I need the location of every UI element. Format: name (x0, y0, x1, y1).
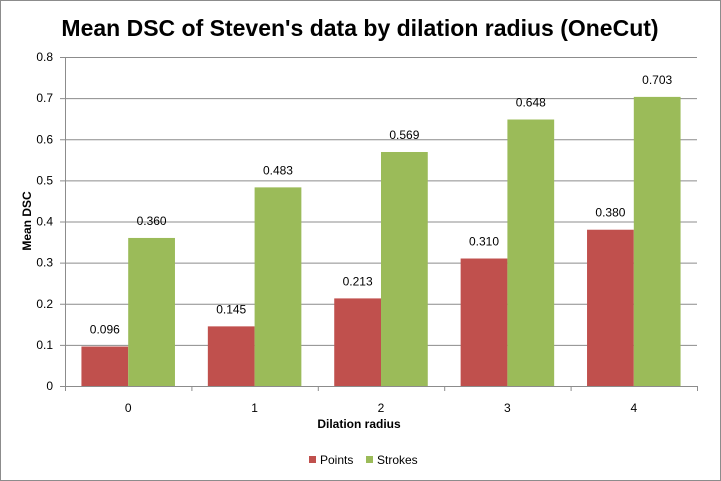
data-label-points-2: 0.213 (343, 274, 373, 288)
bar-strokes-1 (254, 187, 302, 386)
y-axis-title: Mean DSC (20, 191, 34, 251)
chart-title: Mean DSC of Steven's data by dilation ra… (61, 15, 658, 41)
legend-label-points: Points (320, 453, 353, 467)
data-label-points-4: 0.380 (595, 206, 625, 220)
x-tick-label: 1 (251, 401, 258, 415)
x-tick-label: 4 (630, 401, 637, 415)
x-axis-title: Dilation radius (317, 417, 401, 431)
bar-strokes-2 (381, 151, 428, 386)
axes: 0 0.1 0.2 0.3 0.4 0.5 0.6 0.7 0.8 0 1 2 3 4 (36, 50, 698, 415)
legend: Points Strokes (309, 453, 418, 467)
y-tick-label: 0.4 (36, 215, 53, 229)
y-tick-label: 0.5 (36, 173, 53, 187)
bar-points-2 (334, 298, 381, 386)
bar-strokes-4 (633, 96, 681, 387)
x-tick-label: 3 (504, 401, 511, 415)
bar-strokes-3 (507, 119, 555, 386)
y-tick-label: 0.6 (36, 132, 53, 146)
data-labels: 0.096 0.360 0.145 0.483 0.213 0.569 0.310 0.648… (90, 73, 673, 337)
bar-points-4 (587, 229, 634, 386)
data-label-strokes-3: 0.648 (516, 96, 546, 110)
y-tick-label: 0.8 (36, 50, 53, 64)
y-tick-label: 0.2 (36, 297, 53, 311)
x-tick-label: 2 (378, 401, 385, 415)
bar-strokes-0 (128, 237, 175, 386)
y-tick-label: 0.3 (36, 256, 53, 270)
bar-points-1 (207, 326, 255, 386)
data-label-strokes-1: 0.483 (263, 163, 293, 177)
bar-points-0 (81, 346, 129, 386)
data-label-points-0: 0.096 (90, 323, 120, 337)
data-label-strokes-4: 0.703 (642, 73, 672, 87)
data-label-points-3: 0.310 (469, 235, 499, 249)
data-label-strokes-0: 0.360 (137, 214, 167, 228)
y-tick-label: 0 (46, 379, 53, 393)
legend-swatch-points (309, 456, 316, 463)
y-tick-label: 0.7 (36, 91, 53, 105)
bar-points-3 (460, 258, 508, 386)
data-label-points-1: 0.145 (216, 302, 246, 316)
legend-label-strokes: Strokes (377, 453, 418, 467)
data-label-strokes-2: 0.569 (389, 128, 419, 142)
legend-swatch-strokes (366, 456, 373, 463)
y-tick-label: 0.1 (36, 338, 53, 352)
x-tick-label: 0 (125, 401, 132, 415)
bars (81, 96, 681, 387)
